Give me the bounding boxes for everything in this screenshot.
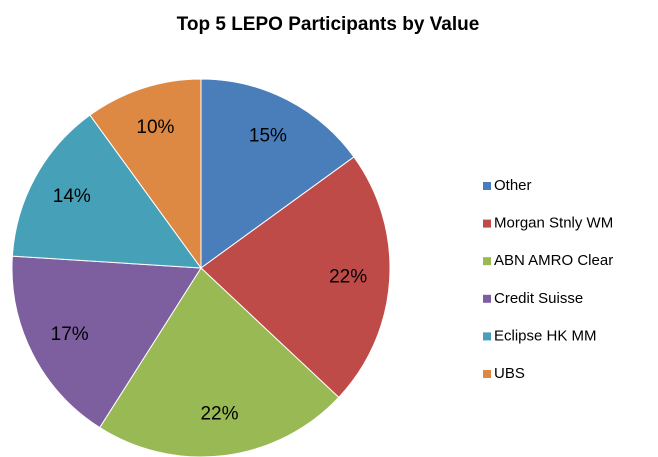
legend-label: Other (494, 177, 532, 194)
pie-slice (11, 255, 202, 429)
value-label: 22% (329, 266, 367, 287)
legend-swatch (483, 219, 491, 228)
pie-slice (200, 78, 355, 269)
pie-slice (99, 267, 340, 457)
value-label: 10% (136, 117, 174, 138)
value-label: 17% (51, 324, 89, 345)
value-label: 14% (53, 186, 91, 207)
pie-slice (11, 114, 203, 269)
legend-label: UBS (494, 365, 525, 382)
legend-label: ABN AMRO Clear (494, 252, 613, 269)
legend-swatch (483, 332, 491, 341)
legend-label: Eclipse HK MM (494, 327, 597, 344)
legend-swatch (483, 182, 491, 190)
legend-swatch (483, 370, 491, 378)
legend-swatch (483, 294, 491, 303)
value-label: 15% (249, 126, 287, 147)
legend-label: Morgan Stnly WM (494, 215, 613, 232)
pie-slice (200, 156, 391, 399)
value-label: 22% (200, 403, 238, 424)
chart-title: Top 5 LEPO Participants by Value (177, 14, 480, 35)
pie-slice (89, 78, 202, 270)
legend-swatch (483, 257, 491, 266)
legend-label: Credit Suisse (494, 290, 583, 307)
